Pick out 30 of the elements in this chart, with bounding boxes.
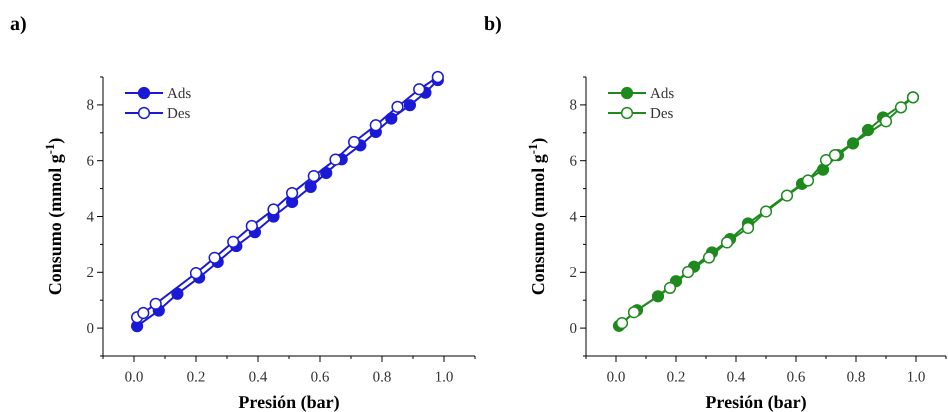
y-tick-label: 0 <box>86 320 94 337</box>
x-axis-title: Presión (bar) <box>238 392 340 412</box>
y-tick-label: 8 <box>570 98 577 114</box>
y-tick-label: 0 <box>570 320 577 337</box>
x-tick-label: 0.6 <box>310 370 330 386</box>
y-tick-label: 6 <box>86 154 94 170</box>
x-tick-label: 0.8 <box>372 370 392 386</box>
x-tick-label: 0.4 <box>726 370 746 386</box>
legend-label: Ads <box>167 86 192 102</box>
legend-label: Des <box>650 106 674 122</box>
y-tick-label: 6 <box>570 154 578 170</box>
x-tick-label: 0.6 <box>786 370 806 386</box>
chart-title: a) <box>10 13 27 35</box>
y-tick-label: 4 <box>86 209 94 226</box>
x-tick-label: 0.2 <box>666 370 686 386</box>
x-axis-title: Presión (bar) <box>705 392 807 412</box>
y-tick-label: 4 <box>570 209 578 226</box>
chart-title: b) <box>484 13 502 35</box>
x-tick-label: 0.2 <box>186 370 206 386</box>
x-tick-label: 0.0 <box>124 370 144 386</box>
y-tick-label: 8 <box>86 98 94 114</box>
x-tick-label: 0.4 <box>248 370 268 386</box>
y-tick-label: 2 <box>86 265 94 282</box>
x-tick-label: 1.0 <box>434 370 454 386</box>
y-tick-label: 2 <box>570 265 577 282</box>
legend-label: Ads <box>650 86 674 102</box>
x-tick-label: 1.0 <box>906 370 926 386</box>
x-tick-label: 0.8 <box>846 370 866 386</box>
x-tick-label: 0.0 <box>606 370 626 386</box>
legend-label: Des <box>167 106 190 122</box>
